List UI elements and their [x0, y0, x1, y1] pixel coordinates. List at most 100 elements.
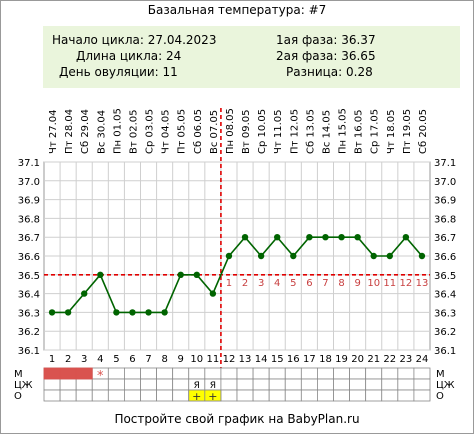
luteal-day-number: 11 [383, 278, 396, 289]
marker-cell-o [156, 389, 174, 402]
marker-cell-o [268, 389, 286, 402]
marker-cell-cm [252, 378, 270, 391]
temperature-point [97, 271, 104, 278]
marker-cell-cm [397, 378, 415, 391]
marker-cell-m [349, 367, 367, 380]
x-day-number: 19 [335, 354, 348, 365]
x-day-number: 11 [207, 354, 220, 365]
marker-cell-cm [333, 378, 350, 391]
o-mark: + [208, 390, 217, 403]
temperature-point [64, 309, 72, 316]
marker-cell-o [140, 389, 157, 402]
marker-cell-cm [365, 378, 383, 391]
marker-cell-m [107, 367, 125, 380]
luteal-day-number: 13 [416, 278, 429, 289]
marker-cell-o [317, 389, 334, 402]
phase2-text: 2ая фаза: 36.65 [276, 49, 376, 63]
marker-cell-cm [59, 378, 77, 391]
marker-cell-o [236, 389, 254, 402]
y-tick-label-left: 36.3 [18, 308, 40, 319]
row-label-cm-left: ЦЖ [14, 380, 33, 391]
y-tick-label-left: 36.1 [18, 346, 40, 357]
marker-cell-cm [43, 378, 61, 391]
cycle-start-text: Начало цикла: 27.04.2023 [52, 33, 217, 47]
marker-cell-o [365, 389, 383, 402]
marker-cell-m [252, 367, 270, 380]
y-tick-label-left: 36.7 [18, 233, 40, 244]
x-date-label: Пт 28.04 [64, 109, 75, 154]
x-day-number: 16 [287, 354, 300, 365]
y-tick-label-left: 36.8 [18, 214, 40, 225]
x-date-label: Пт 19.05 [402, 109, 413, 154]
x-date-label: Пн 15.05 [338, 108, 349, 154]
marker-cell-cm [124, 378, 141, 391]
marker-cell-o [284, 389, 302, 402]
marker-cell-cm [236, 378, 254, 391]
temperature-point [274, 234, 281, 241]
y-tick-label-right: 36.7 [434, 233, 456, 244]
marker-cell-cm [172, 378, 190, 391]
o-mark: + [192, 390, 201, 403]
x-day-number: 6 [129, 354, 135, 365]
y-tick-label-right: 37.0 [434, 177, 456, 188]
luteal-day-number: 12 [400, 278, 413, 289]
marker-cell-o [333, 389, 350, 402]
x-day-number: 23 [400, 354, 413, 365]
x-date-label: Сб 29.04 [80, 109, 91, 154]
y-tick-label-left: 36.6 [18, 252, 40, 263]
temperature-point [354, 234, 361, 241]
temperature-point [370, 252, 377, 260]
y-tick-label-left: 37.0 [18, 177, 40, 188]
marker-cell-m [333, 367, 350, 380]
cm-mark: Я [194, 381, 200, 391]
marker-cell-m [397, 367, 415, 380]
temperature-point [402, 234, 410, 241]
x-date-label: Пт 05.05 [177, 109, 188, 154]
x-day-number: 3 [81, 354, 87, 365]
temperature-point [161, 309, 168, 316]
row-label-o-left: О [14, 391, 22, 402]
marker-cell-cm [140, 378, 157, 391]
y-tick-label-right: 37.1 [434, 158, 456, 169]
x-day-number: 9 [178, 354, 184, 365]
x-day-number: 17 [303, 354, 316, 365]
marker-cell-o [349, 389, 367, 402]
temperature-point [48, 309, 56, 316]
marker-cell-cm [156, 378, 174, 391]
x-date-label: Чт 04.05 [161, 110, 172, 155]
marker-cell-m [220, 367, 238, 380]
luteal-day-number: 3 [258, 278, 264, 289]
marker-cell-m [204, 367, 222, 380]
x-day-number: 13 [239, 354, 252, 365]
x-day-number: 24 [416, 354, 429, 365]
x-date-label: Сб 06.05 [193, 109, 204, 154]
x-day-number: 2 [65, 354, 71, 365]
temperature-point [257, 252, 265, 260]
luteal-day-number: 8 [338, 278, 344, 289]
luteal-day-number: 1 [226, 278, 232, 289]
marker-cell-o [91, 389, 109, 402]
x-date-label: Чт 11.05 [273, 110, 284, 155]
row-label-o-right: О [436, 391, 444, 402]
x-day-number: 20 [351, 354, 364, 365]
x-date-label: Сб 13.05 [305, 109, 316, 154]
x-date-label: Пт 12.05 [289, 109, 300, 154]
cycle-summary-panel: Начало цикла: 27.04.2023 Длина цикла: 24… [43, 26, 460, 88]
x-date-label: Вт 09.05 [241, 109, 252, 154]
x-day-number: 8 [161, 354, 167, 365]
x-day-number: 7 [145, 354, 151, 365]
marker-cell-o [107, 389, 125, 402]
y-tick-label-right: 36.6 [434, 252, 456, 263]
luteal-day-number: 9 [354, 278, 360, 289]
x-day-number: 1 [49, 354, 55, 365]
menstruation-cell [59, 367, 77, 380]
y-tick-label-right: 36.1 [434, 346, 456, 357]
x-day-number: 10 [190, 354, 203, 365]
ovulation-day-text: День овуляции: 11 [59, 65, 178, 79]
footer-link[interactable]: Постройте свой график на BabyPlan.ru [114, 412, 360, 426]
x-date-label: Ср 03.05 [145, 109, 156, 154]
temperature-point [306, 234, 313, 241]
x-date-label: Вс 14.05 [321, 110, 332, 154]
x-day-number: 4 [97, 354, 103, 365]
y-tick-label-right: 36.5 [434, 271, 456, 282]
